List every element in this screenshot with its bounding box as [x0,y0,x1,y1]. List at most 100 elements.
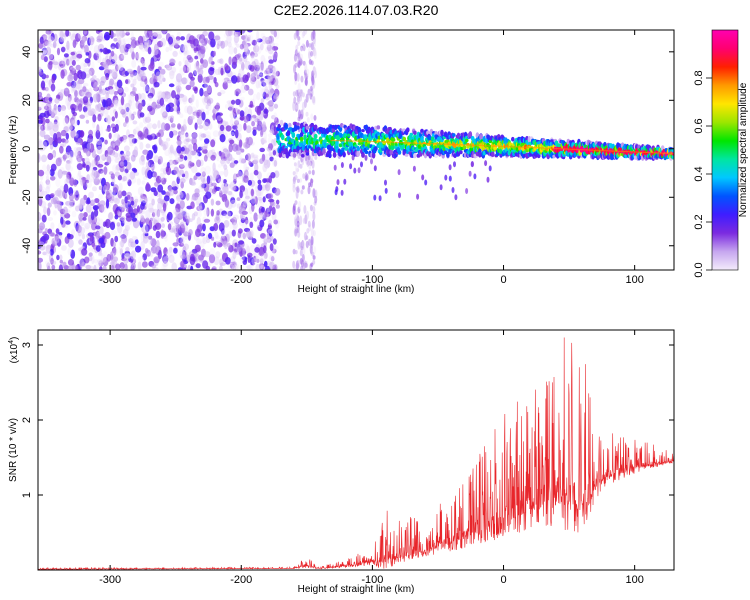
heat-cell [110,265,115,270]
heat-cell [334,189,338,196]
heat-cell [70,56,74,62]
heat-cell [397,169,401,176]
heat-cell [255,80,260,89]
heat-cell [171,180,176,188]
heat-cell [83,30,88,35]
heat-cell [118,186,122,195]
heat-cell [184,105,189,114]
heat-cell [41,117,46,126]
heat-cell [98,218,104,227]
heat-cell [45,83,51,92]
heat-cell [124,196,128,204]
heat-cell [42,164,47,172]
heat-cell [292,152,297,158]
heat-cell [200,173,206,183]
heat-cell [142,196,147,204]
heat-cell [73,146,80,152]
heat-cell [275,204,280,209]
heat-cell [102,264,107,270]
heat-cell [245,166,250,171]
heat-cell [268,59,274,64]
heat-cell [63,87,69,92]
heat-cell [64,152,70,159]
heat-cell [73,72,78,82]
heat-cell [117,89,123,94]
heat-cell [162,144,167,151]
heat-cell [271,201,276,207]
heat-cell [108,132,112,140]
heat-cell [67,259,75,266]
heat-cell [243,162,247,172]
heat-cell [322,147,326,155]
heat-cell [125,224,130,232]
heat-cell [160,217,165,222]
heat-cell [143,36,149,46]
heat-cell [84,225,89,231]
heat-cell [96,138,102,146]
heat-cell [184,170,189,179]
heat-cell [198,205,203,212]
spectrogram-heat-layer [38,30,674,270]
heat-cell [110,173,115,180]
heat-cell [292,91,296,97]
heat-cell [257,179,262,185]
heat-cell [291,132,296,139]
heat-cell [71,210,77,218]
heat-cell [150,190,155,201]
heat-cell [169,198,175,205]
heat-cell [45,102,52,110]
heat-cell [230,199,237,208]
heat-cell [98,250,103,255]
heat-cell [119,262,125,270]
heat-cell [172,150,177,155]
heat-cell [222,78,228,84]
x-tick-label: -200 [230,274,252,286]
heat-cell [87,265,94,270]
heat-cell [248,160,252,166]
heat-cell [99,266,103,270]
heat-cell [271,115,276,120]
heat-cell [230,196,236,205]
heat-cell [140,154,145,162]
heat-cell [215,251,221,259]
heat-cell [199,38,205,45]
heat-cell [186,54,192,61]
heat-cell [216,115,222,121]
heat-cell [55,177,61,188]
heat-cell [72,33,76,38]
heat-cell [165,166,170,173]
heat-cell [297,259,301,265]
heat-cell [202,237,208,245]
heat-cell [70,51,76,56]
heat-cell [268,261,275,270]
heat-cell [269,243,274,252]
heat-cell [306,117,310,123]
heat-cell [263,159,271,169]
heat-cell [83,212,88,218]
heat-cell [183,50,188,56]
heat-cell [64,115,70,124]
heat-cell [191,195,195,201]
heat-cell [38,106,42,111]
heat-cell [38,71,44,76]
heat-cell [168,150,173,159]
heat-cell [152,225,157,231]
heat-cell [106,98,112,107]
heat-cell [261,206,265,213]
figure-title: C2E2.2026.114.07.03.R20 [274,2,439,18]
heat-cell [271,125,275,134]
heat-cell [146,122,153,129]
heat-cell [250,188,254,197]
heat-cell [60,216,64,225]
heat-cell [156,209,161,218]
heat-cell [364,150,369,155]
heat-cell [292,248,296,255]
heat-cell [113,152,119,158]
heat-cell [228,262,234,270]
heat-cell [140,66,147,71]
heat-cell [201,234,206,243]
heat-cell [180,44,185,53]
heat-cell [312,255,316,260]
heat-cell [129,94,135,103]
heat-cell [253,212,258,222]
